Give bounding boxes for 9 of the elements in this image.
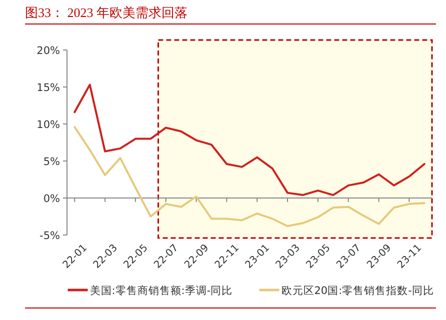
legend-label: 欧元区20国:零售销售指数-同比 bbox=[281, 284, 434, 297]
y-tick-label: 20% bbox=[36, 45, 60, 57]
y-tick-label: 15% bbox=[36, 82, 60, 94]
y-tick-label: 0% bbox=[43, 193, 60, 205]
y-tick-label: 5% bbox=[43, 156, 60, 168]
chart-title: 图33： 2023 年欧美需求回落 bbox=[25, 5, 188, 20]
y-tick-label: 10% bbox=[36, 119, 60, 131]
y-tick-label: -5% bbox=[40, 230, 60, 242]
legend-label: 美国:零售商销售额:季调-同比 bbox=[90, 284, 233, 297]
